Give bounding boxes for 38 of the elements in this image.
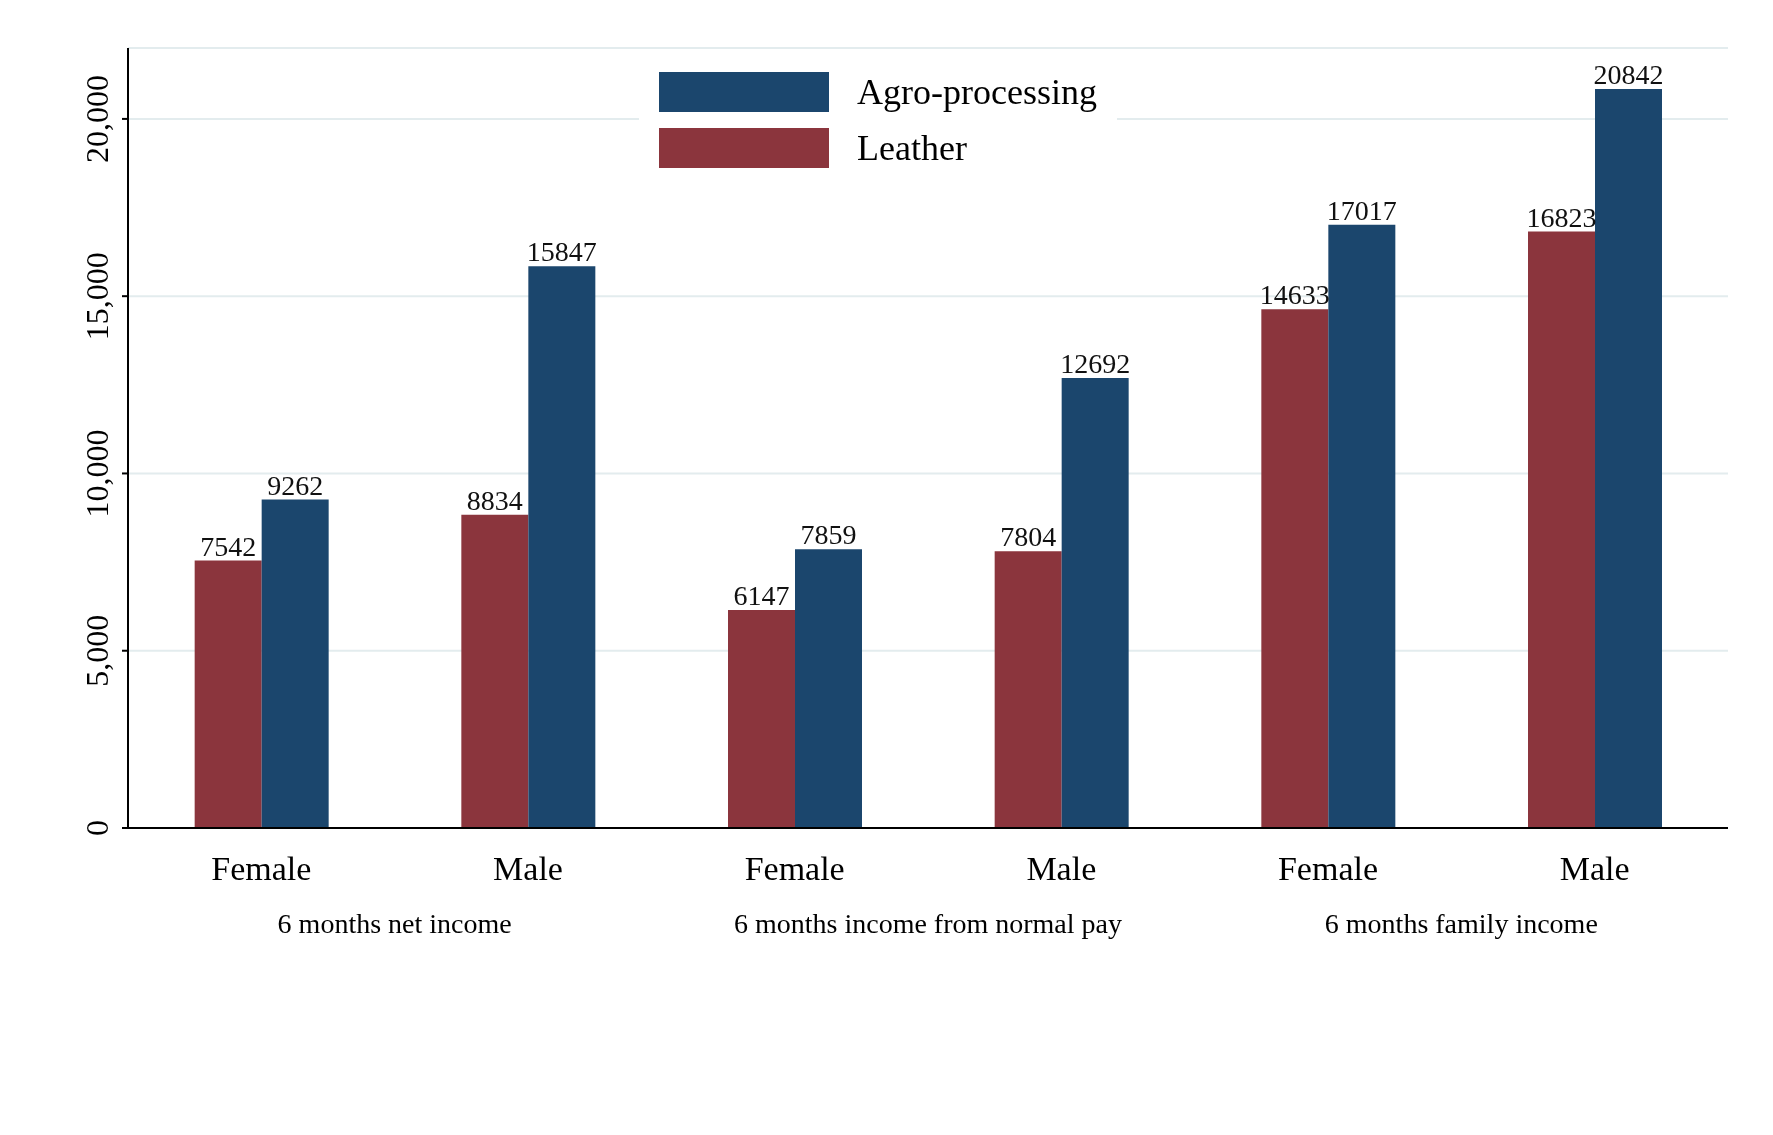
text: 6 months family income [1323,908,1599,940]
bar [1328,224,1396,828]
data-label: 7859 [800,519,857,551]
x-tick-label: Female [211,850,312,888]
bar [261,499,329,828]
x-tick-label: Male [1559,850,1630,888]
legend-label: Leather [857,127,967,169]
bar [795,549,862,828]
y-tick-label: 15,000 [79,252,115,341]
x-tick-label: Male [493,850,563,888]
data-label: 17017 [1326,194,1397,226]
text: 6 months income from normal pay [732,908,1123,940]
bar [1595,89,1662,828]
data-label: 6147 [733,580,790,612]
legend-label: Agro-processing [857,71,1097,113]
bar [1261,309,1329,828]
data-label: 7542 [200,530,257,562]
bar [1528,231,1595,828]
data-label: 9262 [267,469,324,501]
data-label: 15847 [526,236,597,268]
text: 6 months net income [276,908,513,940]
bar [1061,378,1129,828]
y-tick-label: 5,000 [79,614,115,687]
bar [994,551,1062,828]
data-label: 20842 [1593,59,1664,91]
bar [461,514,529,828]
bar [528,266,596,828]
data-label: 12692 [1060,348,1131,380]
x-tick-label: Female [744,850,845,888]
y-tick-label: 20,000 [79,74,115,163]
bar [194,560,262,828]
x-tick-label: Female [1277,850,1379,888]
y-tick-label: 0 [79,820,115,836]
data-label: 8834 [466,484,523,516]
bar [728,610,795,828]
y-tick-label: 10,000 [79,429,115,518]
data-label: 7804 [1000,521,1057,553]
x-tick-label: Male [1026,850,1097,888]
